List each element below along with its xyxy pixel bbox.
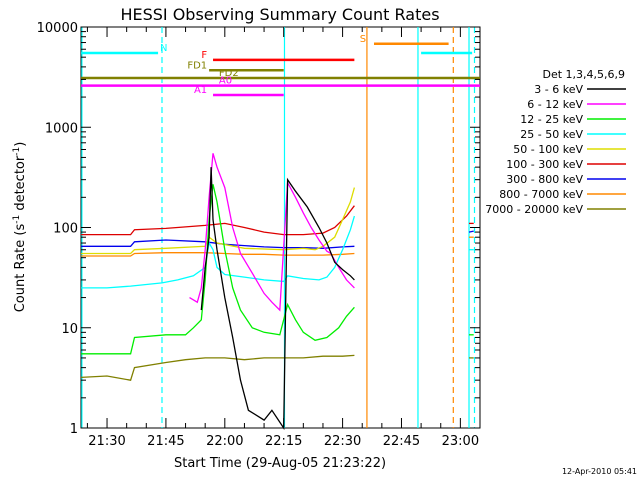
- late-series-segment: [468, 230, 474, 233]
- legend-entry-label: 25 - 50 keV: [520, 128, 583, 141]
- flag-label: A0: [219, 76, 232, 87]
- y-axis-label-exp1: -1: [12, 215, 22, 224]
- flag-label: N: [160, 43, 167, 54]
- y-axis-label-mid: detector: [13, 155, 28, 215]
- y-axis-label-main: Count Rate (s: [13, 224, 28, 313]
- legend-entry-label: 800 - 7000 keV: [499, 188, 583, 201]
- legend-entry-label: 100 - 300 keV: [506, 158, 583, 171]
- flag-label: A1: [194, 85, 207, 96]
- flag-label: F: [201, 50, 207, 61]
- series-line: [189, 153, 355, 312]
- legend-entry-label: 6 - 12 keV: [527, 98, 583, 111]
- y-tick-label: 10000: [37, 21, 78, 36]
- plot-frame: [80, 26, 481, 429]
- y-tick-label: 10: [61, 322, 78, 337]
- y-tick-label: 1: [70, 422, 78, 437]
- y-axis-label-end: ): [13, 142, 28, 147]
- series-line: [81, 187, 356, 255]
- series-line: [81, 239, 355, 249]
- legend-entry-label: 50 - 100 keV: [513, 143, 583, 156]
- x-tick-label: 21:30: [88, 434, 125, 449]
- x-tick-label: 22:00: [206, 434, 243, 449]
- x-tick-label: 22:15: [265, 434, 302, 449]
- legend: Det 1,3,4,5,6,9 3 - 6 keV 6 - 12 keV 12 - …: [485, 68, 626, 216]
- y-tick-label: 100: [53, 222, 78, 237]
- y-axis-label-exp2: -1: [12, 147, 22, 156]
- series-line: [200, 167, 355, 431]
- flag-label: FD2: [219, 68, 239, 79]
- y-axis-label: Count Rate (s-1 detector-1): [12, 142, 28, 313]
- legend-entry-label: 3 - 6 keV: [534, 83, 583, 96]
- x-tick-label: 22:45: [383, 434, 420, 449]
- series-line: [81, 184, 355, 355]
- legend-entry-label: 300 - 800 keV: [506, 173, 583, 186]
- flag-label: FD1: [187, 60, 207, 71]
- series-line: [81, 215, 356, 289]
- x-tick-label: 23:00: [442, 434, 479, 449]
- x-axis-label: Start Time (29-Aug-05 21:23:22): [174, 456, 386, 471]
- legend-title: Det 1,3,4,5,6,9: [542, 68, 625, 81]
- series-line: [81, 205, 355, 236]
- legend-entry-label: 12 - 25 keV: [520, 113, 583, 126]
- chart-title: HESSI Observing Summary Count Rates: [120, 5, 439, 24]
- flag-label: S: [360, 34, 366, 45]
- series-line: [81, 252, 355, 257]
- y-tick-label: 1000: [45, 121, 78, 136]
- legend-entry-label: 7000 - 20000 keV: [485, 203, 583, 216]
- x-tick-label: 22:30: [324, 434, 361, 449]
- timestamp: 12-Apr-2010 05:41: [562, 467, 637, 476]
- series-line: [81, 354, 355, 381]
- x-tick-label: 21:45: [147, 434, 184, 449]
